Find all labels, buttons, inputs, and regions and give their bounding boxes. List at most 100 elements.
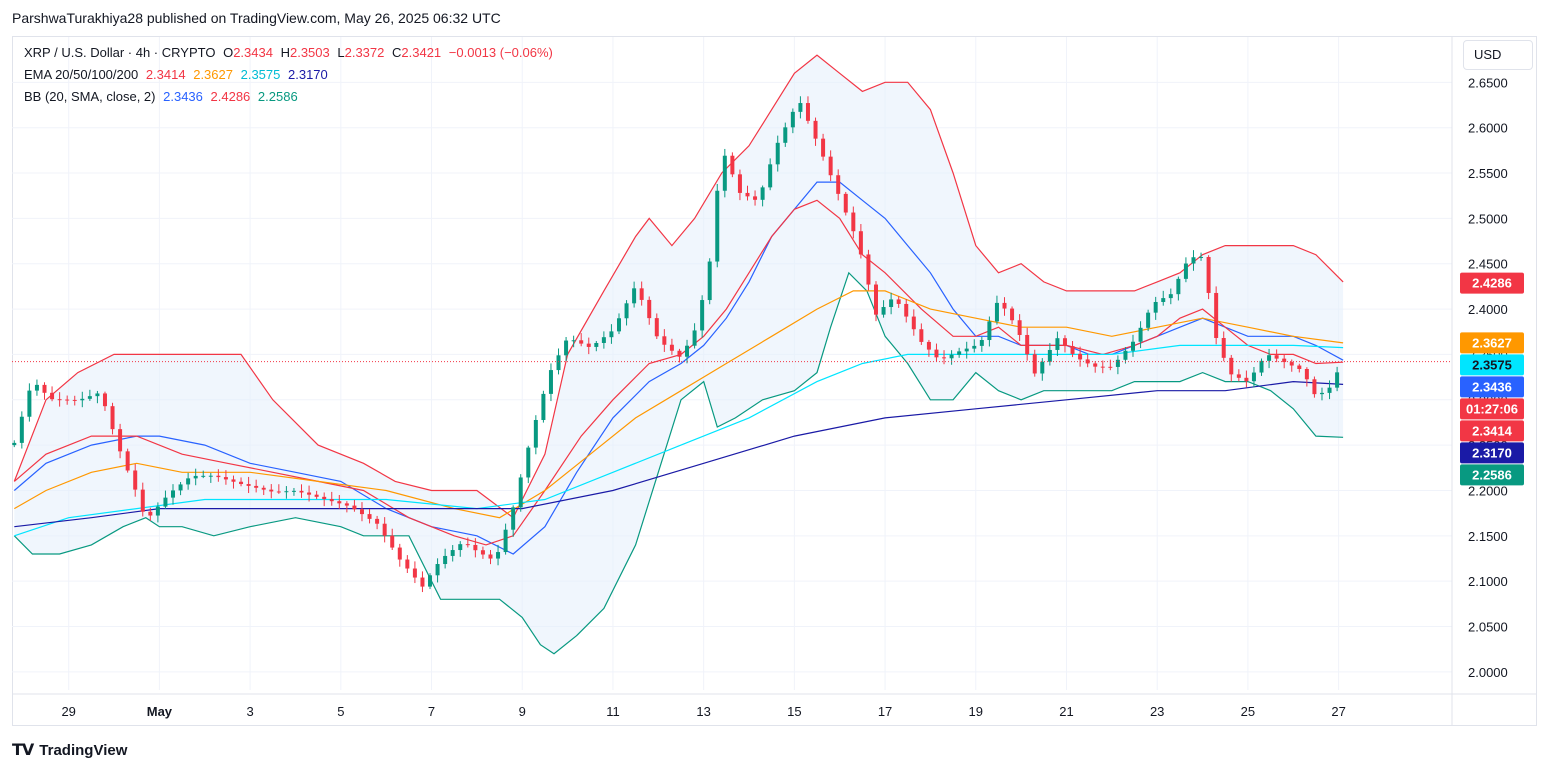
candle-body <box>851 212 856 232</box>
price-label-tag <box>1460 420 1524 442</box>
candle-body <box>254 485 259 488</box>
candle-body <box>987 321 992 341</box>
candle-body <box>821 138 826 157</box>
price-label-text: 2.4286 <box>1472 276 1512 291</box>
price-label-text: 2.3627 <box>1472 335 1512 350</box>
ema100-value: 2.3575 <box>240 67 281 82</box>
candle-body <box>1304 368 1309 380</box>
y-tick-label: 2.1000 <box>1468 574 1508 589</box>
x-tick-label: May <box>147 704 173 719</box>
candle-body <box>1214 292 1219 339</box>
candle-body <box>957 351 962 355</box>
tradingview-logo[interactable]: 𝗧𝗩 TradingView <box>12 740 127 760</box>
candle-body <box>193 475 198 479</box>
candle-body <box>1055 338 1060 350</box>
candle-body <box>34 384 39 391</box>
price-label-tag <box>1460 442 1524 464</box>
candle-body <box>1199 256 1204 258</box>
candle-body <box>1289 362 1294 366</box>
candle-body <box>1244 377 1249 382</box>
candle-body <box>473 544 478 551</box>
ema50-value: 2.3627 <box>193 67 233 82</box>
x-tick-label: 15 <box>787 704 801 719</box>
y-tick-label: 2.0500 <box>1468 620 1508 635</box>
candle-body <box>1093 363 1098 367</box>
currency-button[interactable]: USD <box>1463 40 1533 70</box>
candle-body <box>397 547 402 560</box>
candle-body <box>163 497 168 507</box>
candle-body <box>480 550 485 555</box>
candle-body <box>949 354 954 359</box>
close-label: C <box>392 45 402 60</box>
candle-body <box>926 341 931 350</box>
candle-body <box>919 329 924 342</box>
candle-body <box>753 196 758 200</box>
x-tick-label: 17 <box>878 704 892 719</box>
price-label-text: 2.3170 <box>1472 445 1512 460</box>
ema200-value: 2.3170 <box>288 67 328 82</box>
candle-body <box>556 355 561 371</box>
candle-body <box>1131 341 1136 351</box>
candle-body <box>1047 349 1052 362</box>
candle-body <box>299 490 304 493</box>
bb-upper-value: 2.4286 <box>210 89 251 104</box>
close-value: 2.3421 <box>401 45 442 60</box>
candle-body <box>616 318 621 332</box>
x-tick-label: 23 <box>1150 704 1164 719</box>
candle-body <box>118 429 123 452</box>
candle-body <box>1040 361 1045 374</box>
price-label-tag <box>1460 332 1524 354</box>
candle-body <box>72 399 77 401</box>
x-tick-label: 13 <box>696 704 710 719</box>
candle-body <box>934 349 939 358</box>
candle-body <box>1078 353 1083 360</box>
candle-body <box>964 348 969 352</box>
price-label-tag <box>1460 354 1524 376</box>
high-value: 2.3503 <box>289 45 330 60</box>
candle-body <box>12 442 17 446</box>
change-value: −0.0013 (−0.06%) <box>448 45 553 60</box>
candle-body <box>843 193 848 213</box>
candle-body <box>896 299 901 304</box>
candle-body <box>942 357 947 359</box>
candle-body <box>775 142 780 165</box>
candle-body <box>639 288 644 300</box>
candle-body <box>140 489 145 512</box>
candle-body <box>579 340 584 344</box>
candle-body <box>246 484 251 486</box>
series-bb-upper-line <box>13 54 1344 519</box>
candle-body <box>352 505 357 510</box>
y-tick-label: 2.5000 <box>1468 211 1508 226</box>
open-value: 2.3434 <box>233 45 273 60</box>
attribution-text: ParshwaTurakhiya28 published on TradingV… <box>12 10 501 26</box>
candle-body <box>813 120 818 139</box>
candle-body <box>329 499 334 502</box>
candle-body <box>375 518 380 524</box>
candle-body <box>155 506 160 516</box>
x-tick-label: 3 <box>246 704 253 719</box>
candle-body <box>261 487 266 490</box>
y-tick-label: 2.4000 <box>1468 302 1508 317</box>
candle-body <box>1146 312 1151 328</box>
price-label-text: 2.3414 <box>1472 423 1513 438</box>
candle-body <box>904 303 909 317</box>
candle-body <box>87 396 92 399</box>
candle-body <box>722 155 727 191</box>
x-tick-label: 21 <box>1059 704 1073 719</box>
candle-body <box>1100 366 1105 368</box>
candle-body <box>866 254 871 285</box>
candle-body <box>1312 379 1317 395</box>
candle-body <box>420 577 425 587</box>
candle-body <box>1282 358 1287 363</box>
symbol-label[interactable]: XRP / U.S. Dollar · 4h · CRYPTO <box>24 45 216 60</box>
price-label-tag <box>1460 376 1524 398</box>
bb-legend: BB (20, SMA, close, 2) 2.3436 2.4286 2.2… <box>24 89 302 104</box>
candle-body <box>148 511 153 516</box>
candle-body <box>1025 334 1030 355</box>
candle-body <box>511 507 516 530</box>
price-label-tag <box>1460 464 1524 486</box>
ema-label[interactable]: EMA 20/50/100/200 <box>24 67 139 82</box>
bb-label[interactable]: BB (20, SMA, close, 2) <box>24 89 156 104</box>
candle-body <box>80 398 85 401</box>
